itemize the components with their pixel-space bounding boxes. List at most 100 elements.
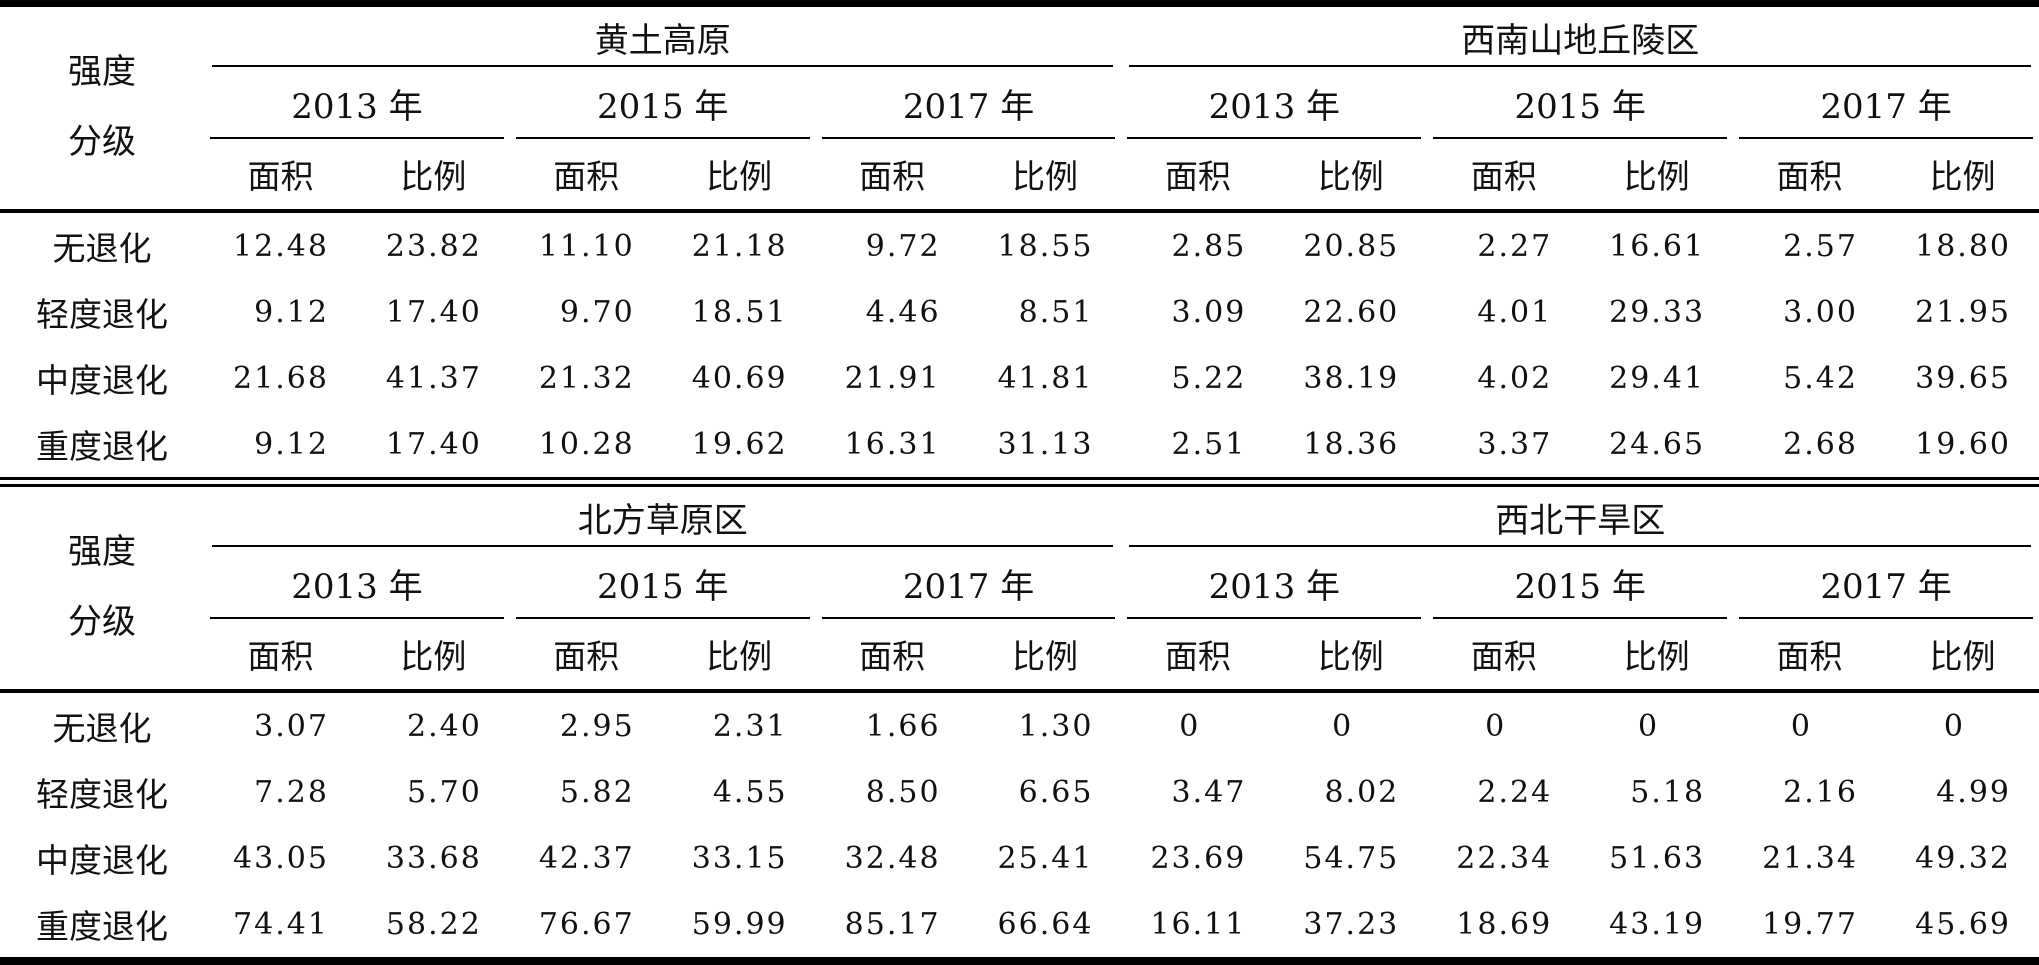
col-header-ratio: 比例 [1580, 619, 1734, 693]
value-cell: 29.41 [1609, 360, 1706, 396]
value-cell: 1.30 [1018, 708, 1094, 744]
value-cell: 29.33 [1609, 294, 1706, 330]
col-header-area: 面积 [1733, 619, 1886, 693]
value-cell: 20.85 [1303, 228, 1400, 264]
value-cell: 22.34 [1456, 840, 1553, 876]
value-cell: 23.82 [385, 228, 482, 264]
row-label: 轻度退化 [36, 775, 168, 814]
col-header-area: 面积 [1733, 139, 1886, 213]
degradation-table-bottom: 强度 分级 北方草原区 西北干旱区 2013 年 2015 年 2017 年 2… [0, 487, 2039, 965]
value-cell: 4.02 [1477, 360, 1553, 396]
value-cell: 11.10 [538, 228, 635, 264]
year-header: 2017 年 [1733, 67, 2039, 139]
col-header-ratio: 比例 [1580, 139, 1734, 213]
year-header: 2015 年 [1427, 67, 1733, 139]
degradation-table-top: 强度 分级 黄土高原 西南山地丘陵区 2013 年 2015 年 2017 年 … [0, 0, 2039, 477]
value-cell: 5.22 [1171, 360, 1247, 396]
region-header-loess-plateau: 黄土高原 [204, 4, 1121, 68]
value-cell: 2.40 [407, 708, 482, 744]
value-cell: 21.18 [691, 228, 788, 264]
value-cell: 33.15 [691, 840, 788, 876]
value-cell: 74.41 [233, 906, 329, 942]
region-header-row: 强度 分级 北方草原区 西北干旱区 [0, 487, 2039, 693]
value-cell: 12.48 [233, 228, 329, 264]
col-header-area: 面积 [509, 619, 663, 693]
col-header-ratio: 比例 [662, 619, 816, 693]
value-cell: 3.37 [1477, 426, 1553, 462]
value-cell: 2.95 [559, 708, 635, 744]
year-header: 2015 年 [510, 67, 816, 139]
value-cell: 21.32 [538, 360, 635, 396]
value-cell: 43.05 [233, 840, 329, 876]
year-header: 2017 年 [816, 67, 1122, 139]
value-cell: 32.48 [844, 840, 941, 876]
value-cell: 18.36 [1303, 426, 1400, 462]
year-header: 2013 年 [1121, 67, 1427, 139]
value-cell: 58.22 [385, 906, 482, 942]
table-row: 轻度退化 9.12 17.40 9.70 18.51 4.46 8.51 3.09 22.60 4… [0, 279, 2039, 345]
col-header-area: 面积 [1121, 619, 1275, 693]
value-cell: 66.64 [997, 906, 1094, 942]
subheader-row: 面积 比例 面积 比例 面积 比例 面积 比例 面积 比例 面积 比例 [0, 619, 2039, 693]
value-cell: 17.40 [385, 426, 482, 462]
value-cell: 37.23 [1303, 906, 1400, 942]
value-cell: 2.27 [1477, 228, 1553, 264]
value-cell: 5.42 [1783, 360, 1858, 396]
value-cell: 0 [1637, 708, 1660, 744]
value-cell: 18.51 [691, 294, 788, 330]
value-cell: 49.32 [1915, 840, 2011, 876]
value-cell: 5.82 [559, 774, 635, 810]
value-cell: 85.17 [844, 906, 941, 942]
value-cell: 9.70 [559, 294, 635, 330]
value-cell: 4.55 [712, 774, 788, 810]
value-cell: 0 [1332, 708, 1354, 744]
year-header-row: 2013 年 2015 年 2017 年 2013 年 2015 年 2017 … [0, 67, 2039, 139]
value-cell: 3.00 [1783, 294, 1858, 330]
value-cell: 38.19 [1303, 360, 1400, 396]
value-cell: 8.50 [865, 774, 941, 810]
value-cell: 4.46 [865, 294, 941, 330]
value-cell: 2.68 [1783, 426, 1858, 462]
col-header-ratio: 比例 [1885, 619, 2039, 693]
value-cell: 2.16 [1783, 774, 1858, 810]
value-cell: 45.69 [1915, 906, 2011, 942]
row-header-line2: 分级 [68, 122, 136, 162]
value-cell: 54.75 [1303, 840, 1400, 876]
value-cell: 21.34 [1762, 840, 1858, 876]
row-label: 无退化 [52, 709, 152, 748]
col-header-area: 面积 [204, 139, 357, 213]
value-cell: 18.55 [997, 228, 1094, 264]
col-header-area: 面积 [815, 139, 969, 213]
value-cell: 41.37 [385, 360, 482, 396]
value-cell: 76.67 [538, 906, 635, 942]
table-top-header: 强度 分级 黄土高原 西南山地丘陵区 2013 年 2015 年 2017 年 … [0, 3, 2039, 213]
table-row: 中度退化 21.68 41.37 21.32 40.69 21.91 41.81 5.22 38… [0, 345, 2039, 411]
value-cell: 4.01 [1477, 294, 1553, 330]
table-row: 重度退化 9.12 17.40 10.28 19.62 16.31 31.13 2.51 18.… [0, 411, 2039, 477]
value-cell: 39.65 [1915, 360, 2011, 396]
row-header-line2: 分级 [68, 602, 136, 642]
col-header-ratio: 比例 [662, 139, 816, 213]
col-header-area: 面积 [1427, 139, 1581, 213]
value-cell: 16.31 [844, 426, 941, 462]
value-cell: 5.70 [407, 774, 482, 810]
value-cell: 42.37 [538, 840, 635, 876]
row-header-line1: 强度 [68, 52, 136, 93]
col-header-area: 面积 [204, 619, 357, 693]
table-row: 无退化 3.07 2.40 2.95 2.31 1.66 1.30 0 0 0 0 0 0 [0, 691, 2039, 759]
table-row: 重度退化 74.41 58.22 76.67 59.99 85.17 66.64 16.11 3… [0, 891, 2039, 961]
value-cell: 0 [1943, 708, 1965, 744]
value-cell: 17.40 [385, 294, 482, 330]
value-cell: 2.85 [1171, 228, 1247, 264]
value-cell: 41.81 [997, 360, 1094, 396]
value-cell: 2.51 [1171, 426, 1247, 462]
value-cell: 16.11 [1150, 906, 1247, 942]
col-header-area: 面积 [1121, 139, 1275, 213]
col-header-ratio: 比例 [356, 619, 510, 693]
table-top-body: 无退化 12.48 23.82 11.10 21.18 9.72 18.55 2.85 20.8… [0, 211, 2039, 477]
value-cell: 9.12 [254, 426, 329, 462]
value-cell: 19.60 [1915, 426, 2011, 462]
value-cell: 23.69 [1150, 840, 1247, 876]
value-cell: 21.68 [233, 360, 329, 396]
